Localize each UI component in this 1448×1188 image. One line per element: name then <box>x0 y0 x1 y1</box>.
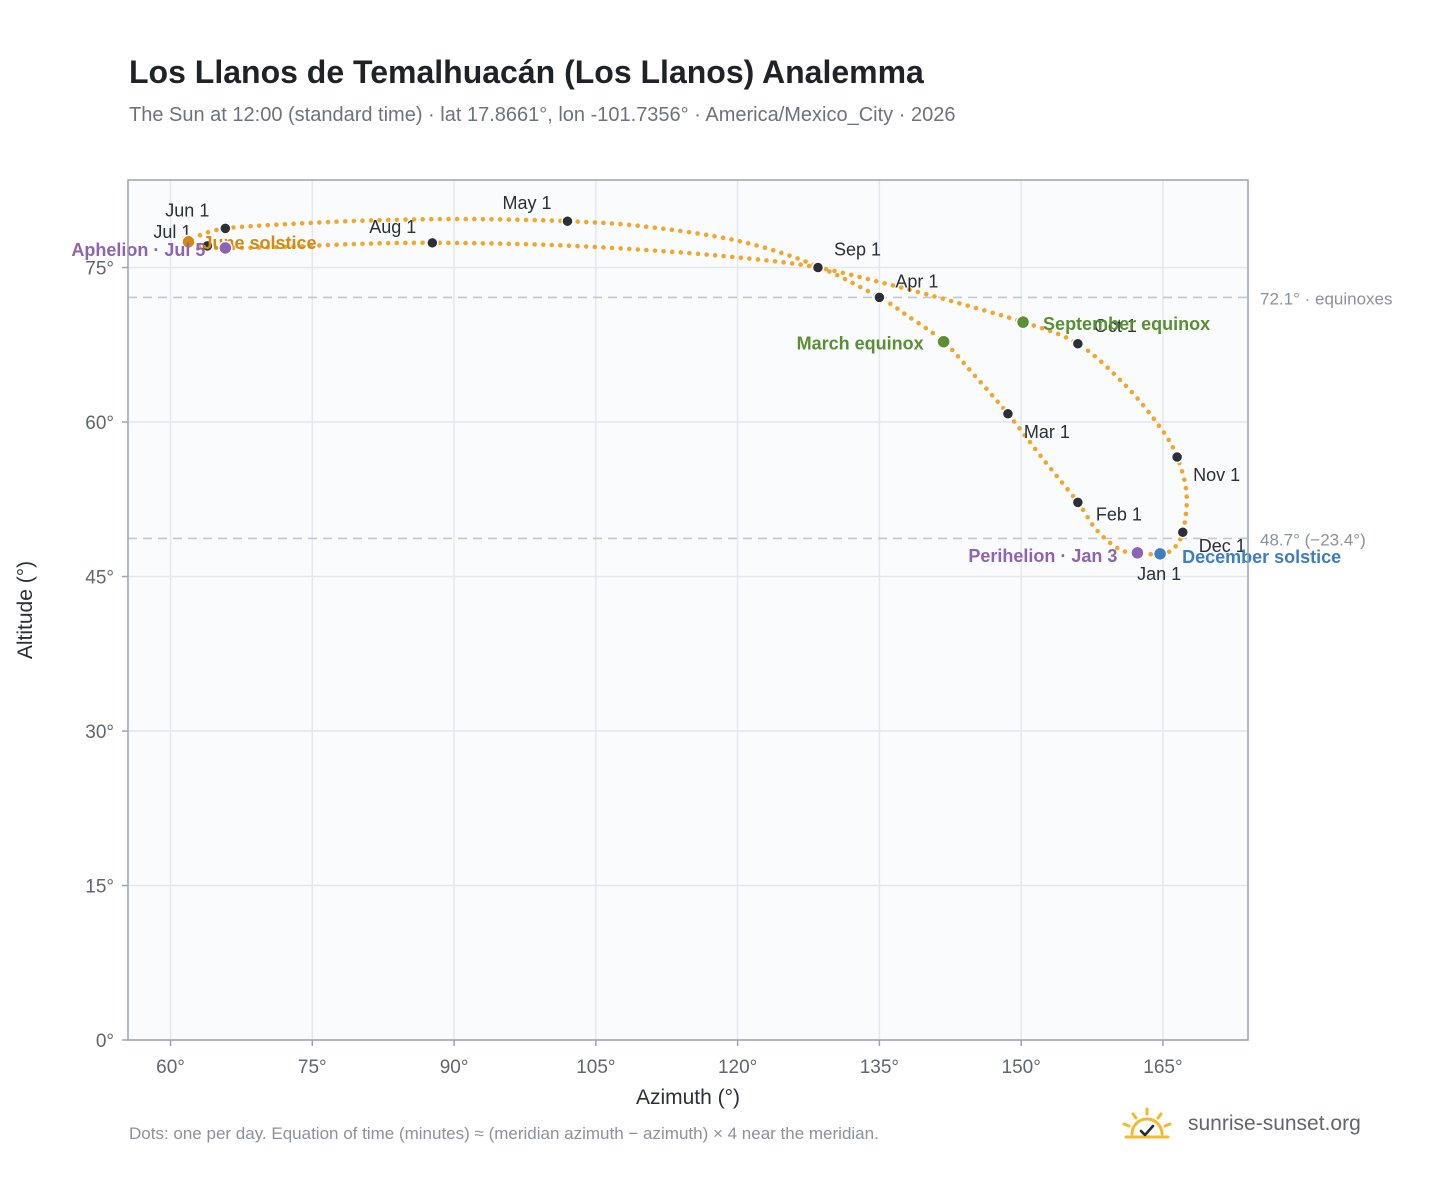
plot-frame <box>127 179 1249 1041</box>
analemma-path <box>186 216 1190 557</box>
event-label: December solstice <box>1182 547 1341 567</box>
month-marker <box>561 214 574 228</box>
event-label: Aphelion · Jul 5 <box>71 240 205 260</box>
y-tick-label: 0° <box>96 1031 114 1052</box>
footnote: Dots: one per day. Equation of time (min… <box>129 1124 879 1143</box>
y-tick-label: 45° <box>85 568 114 589</box>
brand[interactable]: sunrise-sunset.org <box>1120 1104 1361 1144</box>
month-marker <box>201 239 214 253</box>
analemma-curve <box>186 216 1190 557</box>
x-tick-label: 150° <box>1002 1057 1041 1078</box>
event-marker <box>181 234 196 250</box>
event-marker <box>1130 545 1145 561</box>
plot-area <box>128 180 1248 1040</box>
x-tick-label: 135° <box>860 1057 899 1078</box>
page-subtitle: The Sun at 12:00 (standard time) · lat 1… <box>129 104 956 126</box>
month-label: Feb 1 <box>1096 504 1142 524</box>
month-label: Apr 1 <box>895 271 938 291</box>
y-tick-label: 75° <box>85 259 114 280</box>
event-label: September equinox <box>1043 314 1210 334</box>
month-marker <box>1176 525 1190 539</box>
month-label: Jun 1 <box>165 200 209 220</box>
month-label: May 1 <box>502 193 551 213</box>
y-axis-ticks: 0° 15° 30° 45° 60° 75° <box>85 259 128 1052</box>
month-label: Aug 1 <box>369 217 416 237</box>
reference-line-label: 48.7° (−23.4°) <box>1260 530 1366 549</box>
x-tick-label: 75° <box>298 1057 327 1078</box>
x-tick-label: 60° <box>156 1057 185 1078</box>
month-label: Sep 1 <box>834 240 881 260</box>
month-marker <box>1170 450 1184 464</box>
x-tick-label: 165° <box>1143 1057 1182 1078</box>
reference-lines: 72.1° · equinoxes 48.7° (−23.4°) <box>128 289 1393 549</box>
month-marker <box>1071 496 1085 509</box>
x-tick-label: 120° <box>718 1057 757 1078</box>
month-label: Nov 1 <box>1193 465 1240 485</box>
sunrise-check-icon <box>1122 1107 1172 1139</box>
event-marker <box>1152 546 1168 562</box>
month-marker <box>811 261 825 274</box>
y-tick-label: 30° <box>85 722 114 743</box>
brand-name[interactable]: sunrise-sunset.org <box>1188 1112 1361 1135</box>
event-marker <box>1015 314 1031 330</box>
month-label: Mar 1 <box>1024 422 1070 442</box>
month-label: Oct 1 <box>1094 316 1137 336</box>
x-axis-label: Azimuth (°) <box>636 1086 740 1109</box>
x-tick-label: 105° <box>576 1057 615 1078</box>
y-tick-label: 15° <box>85 877 114 898</box>
y-tick-label: 60° <box>85 413 114 434</box>
x-axis-ticks: 60° 75° 90° 105° 120° 135° 150° 165° <box>156 1040 1183 1078</box>
month-marker <box>873 291 886 304</box>
event-marker <box>936 334 951 349</box>
y-axis-label: Altitude (°) <box>14 561 37 659</box>
month-label: Jan 1 <box>1137 564 1181 584</box>
month-marker <box>426 236 439 250</box>
month-label: Dec 1 <box>1199 536 1246 556</box>
page-title: Los Llanos de Temalhuacán (Los Llanos) A… <box>129 54 924 90</box>
month-marker <box>219 222 232 235</box>
event-label: Perihelion · Jan 3 <box>968 546 1117 566</box>
month-marker <box>1071 337 1085 351</box>
reference-line-label: 72.1° · equinoxes <box>1260 289 1393 308</box>
x-tick-label: 90° <box>440 1057 469 1078</box>
event-label: March equinox <box>797 334 924 354</box>
event-marker <box>218 240 233 256</box>
month-label: Jul 1 <box>153 222 191 242</box>
month-marker <box>1001 407 1015 421</box>
